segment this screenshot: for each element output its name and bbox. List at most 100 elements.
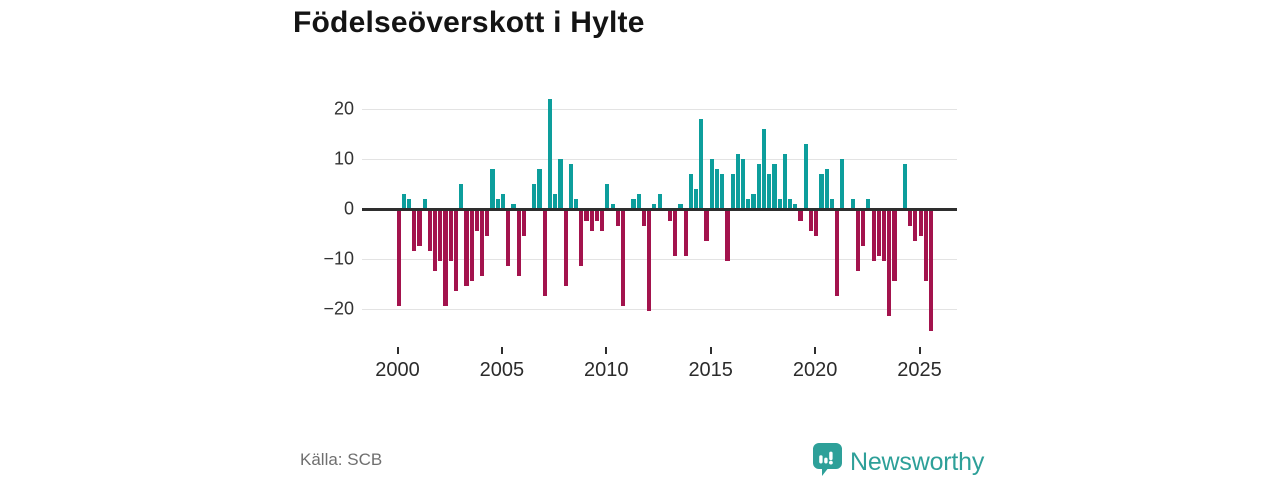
newsworthy-wordmark: Newsworthy [850, 447, 985, 476]
chart-bar [714, 169, 720, 209]
newsworthy-logo: Newsworthy [813, 443, 984, 480]
chart-bar [855, 210, 861, 271]
chart-bar [422, 199, 427, 209]
chart-bar [923, 210, 928, 281]
chart-bar [699, 119, 704, 209]
chart-bar [908, 210, 913, 226]
chart-bar [464, 210, 469, 286]
gridline [362, 309, 957, 310]
chart-bar [427, 210, 432, 251]
chart-bar [678, 204, 683, 209]
x-axis-label: 2005 [479, 359, 525, 381]
x-axis-label: 2025 [897, 359, 942, 381]
chart-bar [647, 210, 652, 311]
chart-bar [542, 210, 547, 296]
chart-bar [584, 210, 589, 221]
chart-bar [506, 210, 511, 266]
chart-bar [657, 194, 662, 209]
chart-bar [866, 199, 871, 209]
chart-bar [772, 164, 777, 209]
x-axis-tick [396, 347, 399, 354]
chart-bar [438, 210, 443, 261]
chart-bar [667, 210, 673, 221]
chart-bar [495, 199, 500, 209]
chart-bar [751, 194, 756, 209]
y-axis-label: −20 [323, 298, 354, 319]
chart-bar [788, 199, 793, 209]
chart-bar [761, 129, 767, 209]
chart-bar [735, 154, 740, 209]
chart-bar [782, 154, 787, 209]
chart-bar [469, 210, 474, 281]
x-axis-tick [500, 347, 503, 354]
y-axis-label: 0 [343, 198, 354, 219]
chart-bar [521, 210, 526, 236]
chart-bar [433, 210, 438, 271]
chart-bar [594, 210, 600, 221]
chart-bar [641, 210, 647, 226]
gridline [362, 109, 957, 110]
chart-bar [537, 169, 542, 209]
chart-bar [558, 159, 563, 209]
chart-bar [746, 199, 751, 209]
chart-bar [814, 210, 819, 236]
chart-bar [511, 204, 516, 209]
chart-bar [808, 210, 814, 231]
chart-bar [881, 210, 887, 261]
chart-bar [688, 174, 693, 209]
chart-bar [568, 164, 573, 209]
chart-bar [861, 210, 866, 246]
newsworthy-icon [813, 443, 842, 480]
y-axis-label: 10 [333, 148, 354, 169]
chart-bar [480, 210, 485, 276]
chart-bar [694, 189, 699, 209]
chart-bar [573, 199, 579, 209]
chart-bar [500, 194, 506, 209]
chart-bar [448, 210, 453, 261]
chart-bar [741, 159, 746, 209]
source-note: Källa: SCB [300, 450, 383, 469]
chart-bar [840, 159, 845, 209]
chart-bar [834, 210, 840, 296]
chart-bar [443, 210, 448, 306]
chart-bar [516, 210, 521, 276]
chart-bar [589, 210, 594, 231]
chart-bar [532, 184, 537, 209]
chart-bar [767, 174, 772, 209]
chart-bar [610, 204, 615, 209]
chart-bar [605, 184, 610, 209]
chart-bar [620, 210, 626, 306]
x-axis-label: 2015 [688, 359, 733, 381]
chart-bar [730, 174, 735, 209]
x-axis-label: 2020 [792, 359, 838, 381]
chart-bar [876, 210, 881, 256]
chart-bar [615, 210, 620, 226]
chart-bar [892, 210, 897, 281]
gridline [362, 159, 957, 160]
chart-bar [673, 210, 678, 256]
chart-bar [631, 199, 636, 209]
chart-bar [819, 174, 824, 209]
chart-bar [709, 159, 714, 209]
chart-bar [412, 210, 417, 251]
chart-bar [777, 199, 782, 209]
chart-bar [401, 194, 406, 209]
x-axis-label: 2000 [375, 359, 420, 381]
chart-bar [553, 194, 558, 209]
x-axis-tick [814, 347, 817, 354]
y-axis-label: −10 [323, 248, 354, 269]
x-axis-tick [605, 347, 608, 354]
page-title: Födelseöverskott i Hylte [293, 6, 645, 39]
chart-bar [798, 210, 803, 221]
chart-bar [871, 210, 876, 261]
chart-bar [756, 164, 761, 209]
chart-bar [683, 210, 688, 256]
chart-bar [928, 210, 934, 331]
chart-bar [579, 210, 584, 266]
chart-bar [490, 169, 495, 209]
chart-bar [824, 169, 829, 209]
chart-bar [803, 144, 808, 209]
chart-bar [793, 204, 798, 209]
